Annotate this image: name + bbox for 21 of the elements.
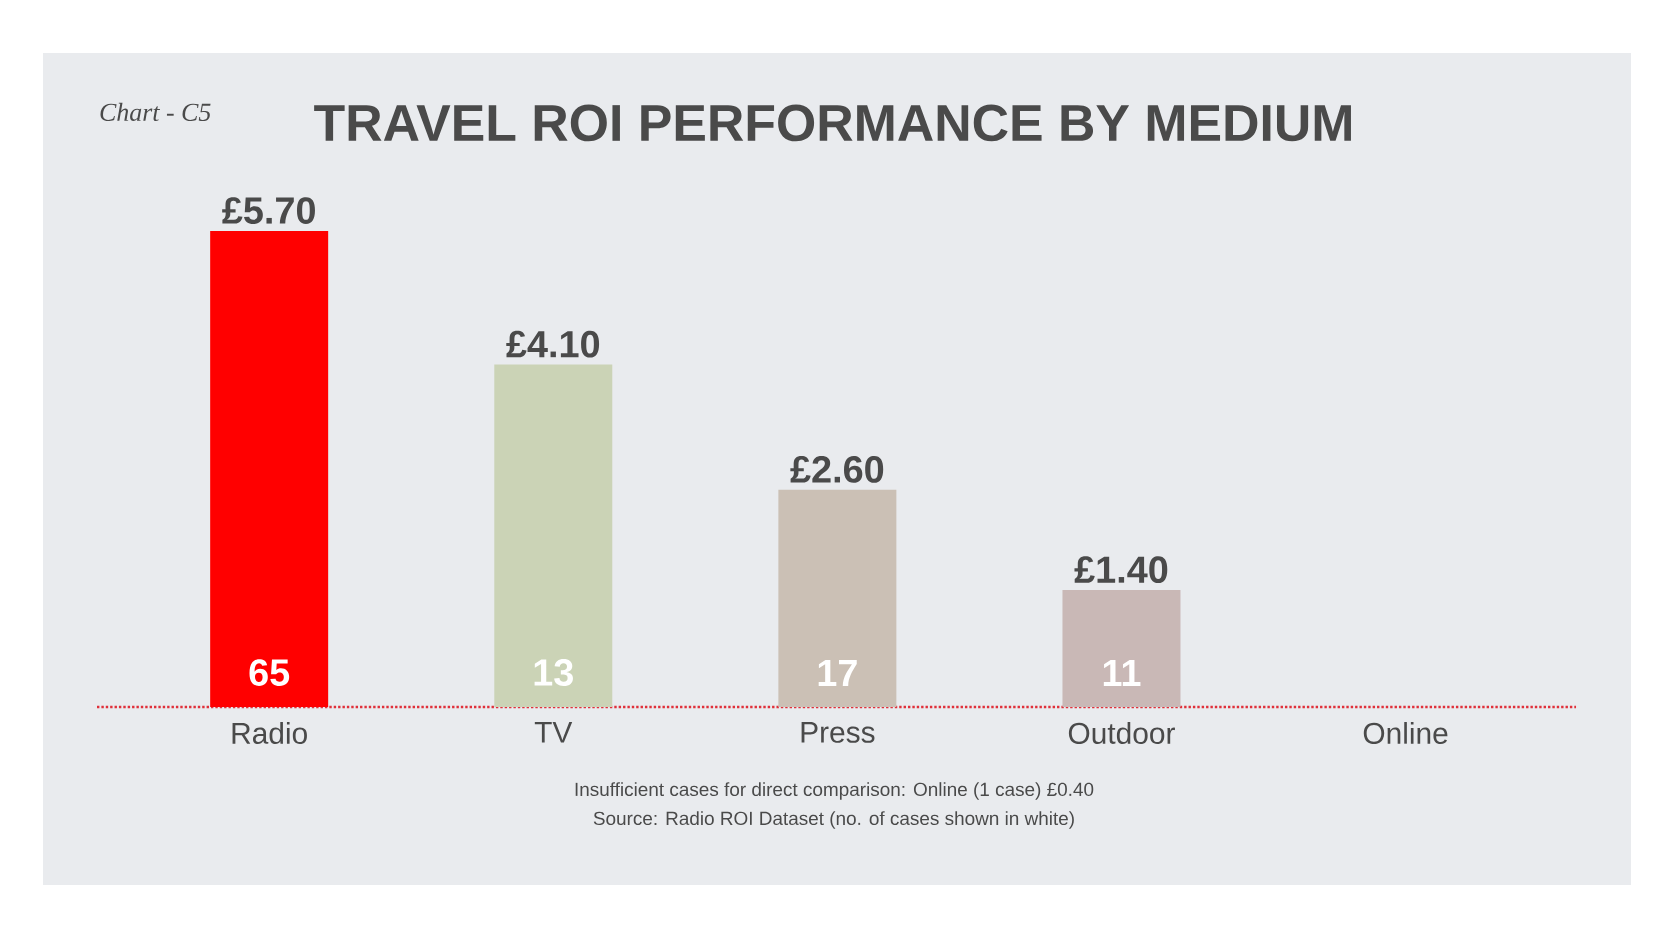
annotation: 65: [249, 659, 290, 686]
annotation: 13: [534, 659, 573, 686]
bar: [778, 489, 897, 707]
data-label: £1.40: [1074, 556, 1168, 584]
x-tick-label: Radio: [232, 722, 307, 744]
text: Insufficient cases for direct comparison: Online (1 case) £0.40: [575, 782, 1094, 800]
data-label: £4.10: [506, 330, 600, 358]
source-note: Source: Radio ROI Dataset (no. of cases shown in white): [593, 811, 1074, 829]
x-tick-label: Press: [801, 722, 875, 743]
annotation: 17: [818, 659, 857, 686]
text: Chart - C5: [100, 102, 211, 122]
x-tick-label: TV: [534, 722, 573, 743]
data-label: £2.60: [790, 456, 884, 483]
annotation: 11: [1103, 659, 1141, 686]
x-tick-label: Outdoor: [1068, 722, 1175, 744]
bar: [1062, 590, 1181, 707]
bar: [494, 364, 613, 707]
x-tick-label: Online: [1363, 722, 1448, 744]
chart-title: TRAVEL ROI PERFORMANCE BY MEDIUM: [314, 104, 1351, 142]
data-label: £5.70: [222, 197, 315, 224]
bar: [210, 230, 329, 707]
